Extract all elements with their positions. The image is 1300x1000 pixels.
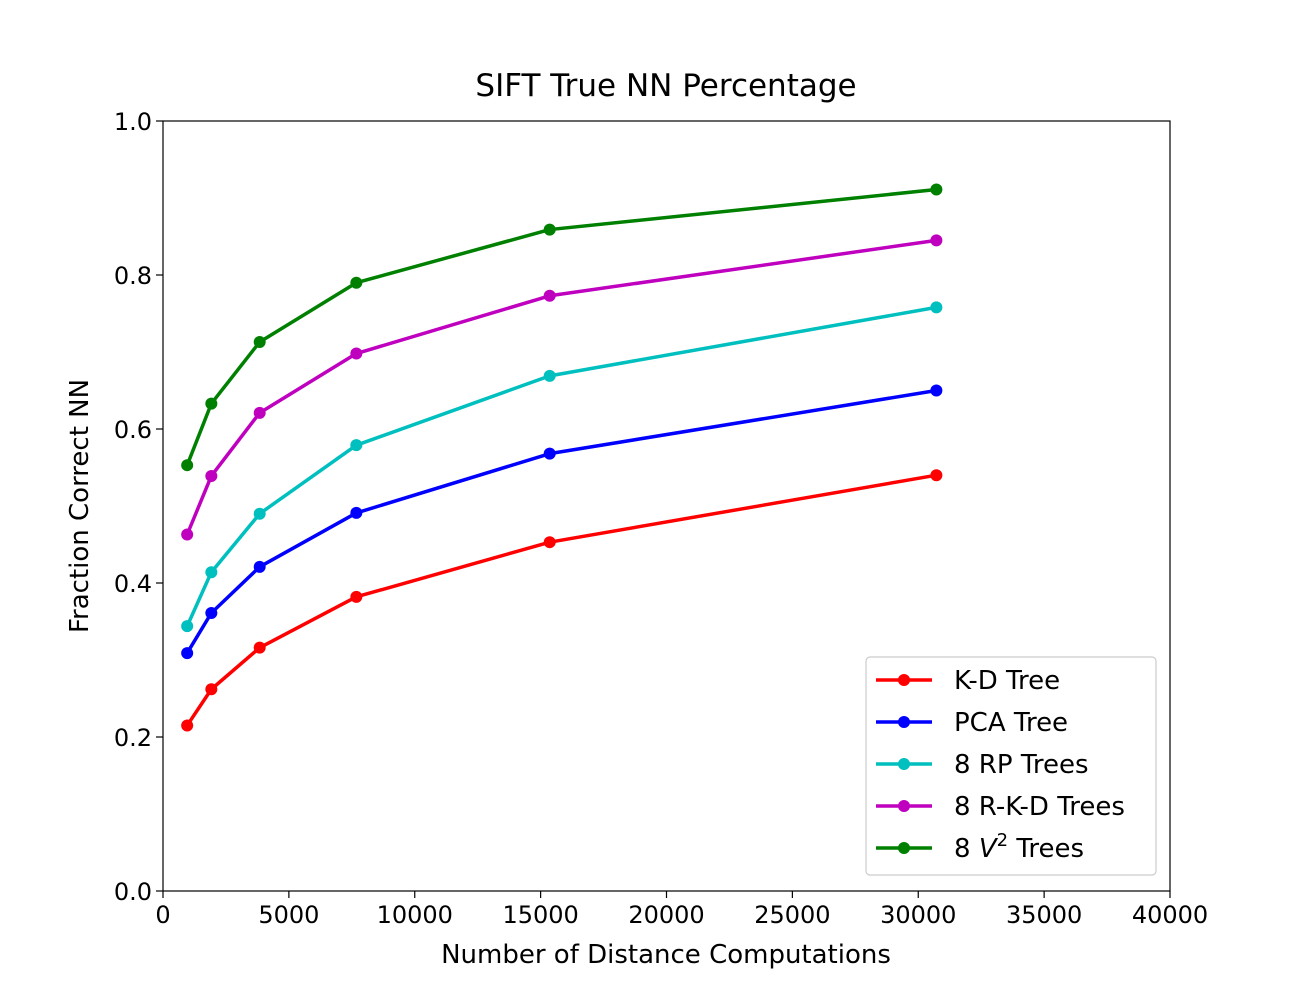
data-point <box>930 469 943 482</box>
legend-label: 8 V2 Trees <box>954 830 1084 864</box>
data-point <box>543 289 556 302</box>
series-line <box>185 473 937 727</box>
data-point <box>930 384 943 397</box>
series-line <box>185 388 937 654</box>
legend-label: 8 RP Trees <box>954 750 1089 780</box>
y-tick-label: 0.2 <box>114 724 152 752</box>
y-tick-label: 0.6 <box>114 416 152 444</box>
data-point <box>543 447 556 460</box>
data-point <box>253 406 266 419</box>
data-point <box>543 536 556 549</box>
data-point <box>350 506 363 519</box>
data-point <box>543 223 556 236</box>
y-tick-label: 1.0 <box>114 108 152 136</box>
data-point <box>253 641 266 654</box>
legend-item: 8 RP Trees <box>876 750 1089 780</box>
legend-marker <box>898 800 910 812</box>
legend-marker <box>898 842 910 854</box>
data-point <box>205 397 218 410</box>
x-tick-label: 10000 <box>377 901 453 929</box>
series-line <box>185 187 937 466</box>
data-point <box>253 560 266 573</box>
legend-marker <box>898 674 910 686</box>
legend-marker <box>898 716 910 728</box>
x-tick-label: 5000 <box>258 901 319 929</box>
data-point <box>205 566 218 579</box>
x-tick-label: 40000 <box>1132 901 1208 929</box>
data-point <box>181 647 194 660</box>
legend-item: 8 R-K-D Trees <box>876 792 1125 822</box>
series-2 <box>181 301 943 633</box>
legend-label: PCA Tree <box>954 708 1068 738</box>
series-3 <box>181 234 943 541</box>
x-tick-label: 35000 <box>1006 901 1082 929</box>
data-point <box>543 369 556 382</box>
series-0 <box>181 469 943 732</box>
legend-item: K-D Tree <box>876 666 1060 696</box>
y-tick-label: 0.4 <box>114 570 152 598</box>
data-point <box>350 439 363 452</box>
series-layer <box>181 183 943 732</box>
legend: K-D Tree PCA Tree 8 RP Trees 8 R-K-D Trees 8… <box>865 656 1157 876</box>
data-point <box>350 590 363 603</box>
x-axis-label: Number of Distance Computations <box>441 940 891 970</box>
plot-frame <box>162 120 1171 892</box>
series-1 <box>181 384 943 660</box>
data-point <box>205 607 218 620</box>
data-point <box>181 719 194 732</box>
data-point <box>350 276 363 289</box>
data-point <box>181 459 194 472</box>
y-axis-label: Fraction Correct NN <box>65 379 95 633</box>
legend-label: 8 R-K-D Trees <box>954 792 1125 822</box>
data-point <box>205 469 218 482</box>
axis-ticks: 0 5000 10000 15000 20000 25000 30000 35000 40000… <box>114 108 1208 929</box>
x-tick-label: 25000 <box>754 901 830 929</box>
chart-title: SIFT True NN Percentage <box>475 68 856 104</box>
x-tick-label: 15000 <box>502 901 578 929</box>
legend-item: PCA Tree <box>876 708 1068 738</box>
legend-item: 8 V2 Trees <box>876 830 1084 864</box>
legend-label: K-D Tree <box>954 666 1060 696</box>
legend-frame <box>865 656 1157 876</box>
data-point <box>253 335 266 348</box>
x-tick-label: 30000 <box>880 901 956 929</box>
data-point <box>181 620 194 633</box>
data-point <box>930 234 943 247</box>
legend-marker <box>898 758 910 770</box>
data-point <box>253 507 266 520</box>
data-point <box>930 183 943 196</box>
data-point <box>205 683 218 696</box>
series-line <box>185 238 937 536</box>
data-point <box>181 528 194 541</box>
series-4 <box>181 183 943 472</box>
y-tick-label: 0.8 <box>114 262 152 290</box>
data-point <box>930 301 943 314</box>
x-tick-label: 0 <box>155 901 170 929</box>
y-tick-label: 0.0 <box>114 878 152 906</box>
series-line <box>185 305 937 627</box>
x-tick-label: 20000 <box>628 901 704 929</box>
data-point <box>350 347 363 360</box>
